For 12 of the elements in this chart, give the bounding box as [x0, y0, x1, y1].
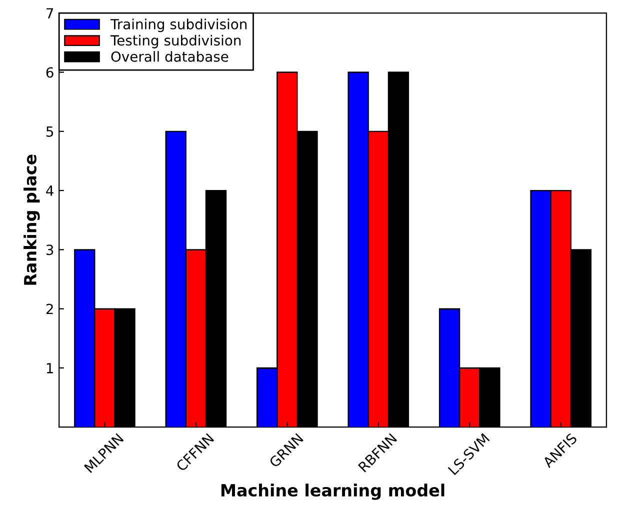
y-tick-label: 3	[46, 244, 54, 256]
y-tick-label: 7	[46, 8, 54, 18]
y-tick-label: 5	[46, 126, 54, 137]
legend-label: Training subdivision	[110, 18, 247, 32]
x-axis-title: Machine learning model	[221, 484, 444, 500]
y-axis-title: Ranking place	[24, 154, 40, 285]
legend-label: Testing subdivision	[110, 34, 241, 48]
y-tick-label: 6	[46, 67, 54, 78]
y-tick-label: 4	[46, 186, 54, 196]
y-tick-label: 2	[46, 304, 53, 314]
legend-label: Overall database	[111, 51, 228, 62]
y-tick-label: 1	[46, 363, 53, 374]
